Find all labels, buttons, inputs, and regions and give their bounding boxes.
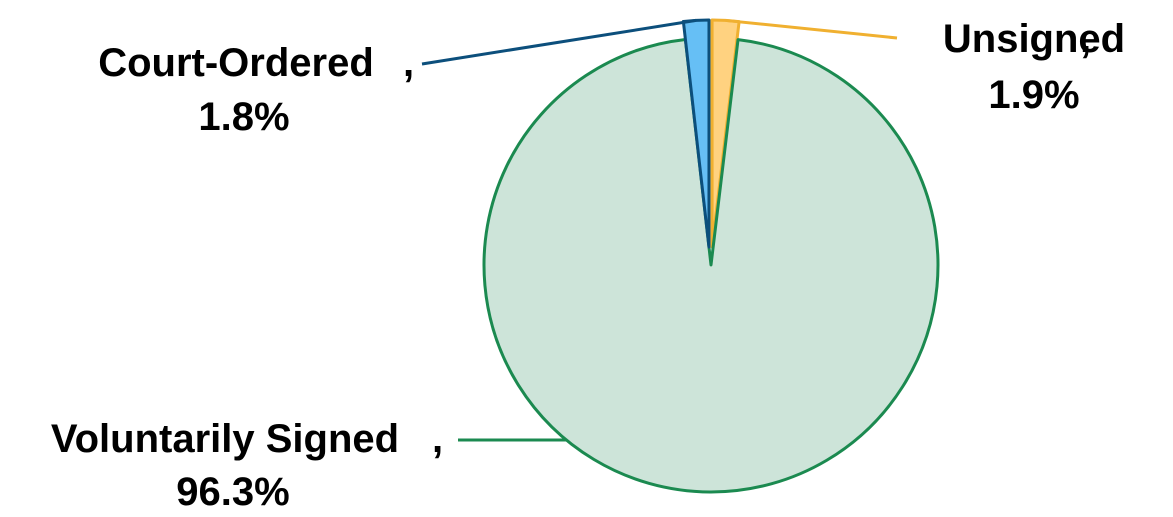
slice-label-voluntarily-signed-value: 96.3% [176,470,289,512]
data-label-court-ordered: Court-Ordered , 1.8% [98,41,414,139]
pie-slice-voluntarily-signed [482,37,940,494]
leader-line-court-ordered [421,18,697,66]
slice-label-unsigned-value: 1.9% [988,73,1079,117]
label-comma: , [432,417,443,461]
label-comma: , [1080,17,1091,61]
data-label-voluntarily-signed: Voluntarily Signed , 96.3% [51,417,443,514]
data-label-unsigned: Unsigned , 1.9% [943,17,1125,117]
leader-line-unsigned [725,18,898,40]
slice-label-voluntarily-signed-name: Voluntarily Signed [51,417,399,461]
label-comma: , [403,41,414,85]
slice-label-court-ordered-value: 1.8% [198,95,289,139]
slice-label-unsigned-name: Unsigned [943,17,1125,61]
leader-lines-layer [421,18,898,442]
slices-layer [482,18,940,494]
slice-label-court-ordered-name: Court-Ordered [98,41,374,85]
